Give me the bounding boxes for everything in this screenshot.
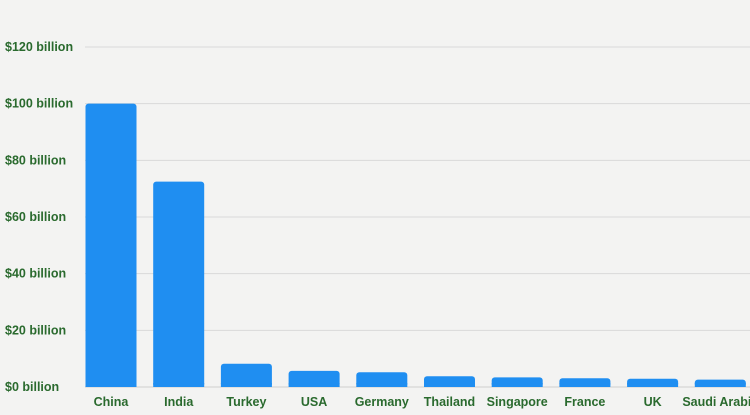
x-category-label: India [164, 395, 194, 409]
y-tick-label: $20 billion [5, 323, 66, 337]
y-tick-label: $80 billion [5, 153, 66, 167]
bar-turkey [220, 363, 272, 387]
bar-base [288, 383, 340, 387]
bar-base [559, 383, 611, 387]
y-tick-label: $120 billion [5, 40, 73, 54]
bar-base [220, 383, 272, 387]
x-category-label: Germany [355, 395, 409, 409]
bar-base [694, 383, 746, 387]
y-tick-label: $100 billion [5, 97, 73, 111]
x-category-label: Thailand [424, 395, 475, 409]
bar-india [153, 181, 205, 387]
bar-base [627, 383, 679, 387]
bars [85, 103, 746, 388]
x-category-label: USA [301, 395, 327, 409]
bar-base [85, 383, 137, 387]
bar-base [424, 383, 475, 387]
x-axis-category-labels: China India Turkey USA Germany Thailand Singap… [94, 395, 750, 409]
x-category-label: France [564, 395, 605, 409]
bar-base [491, 383, 543, 387]
bar-base [356, 383, 408, 387]
bar-usa [288, 370, 340, 387]
y-tick-label: $60 billion [5, 210, 66, 224]
y-tick-label: $40 billion [5, 267, 66, 281]
x-category-label: Saudi Arabia [682, 395, 750, 409]
x-category-label: Singapore [487, 395, 548, 409]
bar-base [153, 383, 205, 387]
bar-china [85, 103, 137, 388]
y-tick-label: $0 billion [5, 380, 59, 394]
x-category-label: UK [644, 395, 662, 409]
x-category-label: China [94, 395, 130, 409]
x-category-label: Turkey [226, 395, 266, 409]
y-axis-tick-labels: $0 billion $20 billion $40 billion $60 bill… [5, 40, 73, 394]
